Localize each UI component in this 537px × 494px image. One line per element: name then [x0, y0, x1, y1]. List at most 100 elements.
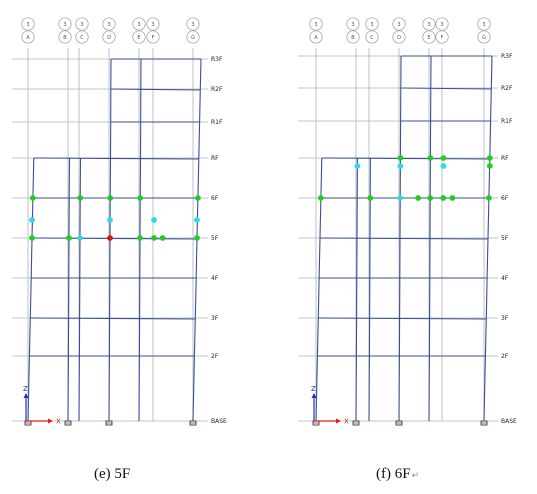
plastic-hinge-marker	[151, 217, 157, 223]
grid-bubble-bottom-label: D	[107, 35, 111, 41]
plastic-hinge-marker	[159, 235, 166, 241]
grid-bubble-top	[477, 17, 491, 31]
caption-text-e: (e) 5F	[94, 466, 131, 482]
frame-column	[398, 55, 402, 422]
grid-bubble-bottom	[435, 30, 449, 44]
grid-bubble-top-label: 3	[440, 22, 443, 28]
grid-bubble-top	[21, 17, 35, 31]
panel-f-frame-elevation: 3A3B3C3D3E3F3GR3FR2FR1FRF6F5F4F3F2FBASEX…	[298, 17, 517, 426]
grid-bubble-bottom-label: F	[441, 35, 444, 41]
story-label: 3F	[501, 315, 509, 322]
frame-beam	[321, 157, 490, 160]
plastic-hinge-marker	[415, 195, 422, 201]
grid-bubble-top-label: 3	[107, 22, 110, 28]
grid-bubble-bottom-label: G	[482, 35, 486, 41]
plastic-hinge-marker	[449, 195, 456, 201]
frame-column	[67, 157, 71, 422]
plastic-hinge-marker	[486, 155, 493, 161]
plastic-hinge-marker	[30, 195, 36, 201]
grid-bubble-top-label: 3	[370, 22, 373, 28]
frame-beam	[110, 88, 201, 91]
grid-bubble-bottom-label: A	[314, 35, 318, 41]
x-axis-arrowhead	[336, 418, 341, 424]
frame-beam	[32, 237, 198, 240]
z-axis-label: Z	[311, 385, 316, 393]
grid-bubble-top	[58, 17, 72, 31]
z-axis-arrowhead	[23, 393, 29, 398]
plastic-hinge-marker	[29, 217, 35, 223]
grid-bubble-bottom	[21, 30, 35, 44]
grid-bubble-top-label: 3	[351, 22, 354, 28]
plastic-hinge-marker	[397, 195, 404, 201]
grid-bubble-bottom	[422, 30, 436, 44]
grid-bubble-top	[132, 17, 146, 31]
plastic-hinge-marker	[427, 195, 434, 201]
grid-bubble-bottom	[477, 30, 491, 44]
plastic-hinge-marker	[107, 217, 113, 223]
plastic-hinge-marker	[107, 195, 114, 201]
grid-bubble-bottom	[309, 30, 323, 44]
grid-bubble-top-label: 3	[191, 22, 194, 28]
frame-beam	[400, 87, 492, 90]
grid-bubble-bottom	[132, 30, 146, 44]
grid-bubble-bottom	[365, 30, 379, 44]
grid-bubble-top-label: 3	[137, 22, 140, 28]
plastic-hinge-marker	[367, 195, 374, 201]
story-label: R1F	[211, 119, 223, 126]
plastic-hinge-marker	[427, 155, 434, 161]
plastic-hinge-marker	[77, 195, 84, 201]
grid-bubble-top-label: 3	[482, 22, 485, 28]
plastic-hinge-marker	[66, 235, 72, 241]
grid-bubble-bottom-label: B	[63, 35, 67, 41]
frame-column	[355, 157, 358, 422]
plastic-hinge-marker	[486, 163, 493, 169]
grid-bubble-bottom	[146, 30, 160, 44]
frame-column	[483, 55, 493, 422]
story-label: BASE	[211, 418, 227, 425]
grid-bubble-bottom-label: D	[397, 35, 401, 41]
grid-bubble-bottom-label: F	[152, 35, 155, 41]
plastic-hinge-marker	[137, 195, 144, 201]
story-label: 4F	[211, 275, 219, 282]
story-label: 6F	[211, 195, 219, 202]
grid-bubble-bottom-label: E	[427, 35, 430, 41]
caption-text-f: (f) 6F	[376, 466, 411, 482]
grid-bubble-bottom-label: C	[80, 35, 84, 41]
grid-bubble-top-label: 3	[80, 22, 83, 28]
plastic-hinge-marker	[107, 235, 113, 241]
grid-bubble-top-label: 3	[314, 22, 317, 28]
grid-bubble-bottom	[102, 30, 116, 44]
grid-bubble-top	[102, 17, 116, 31]
plastic-hinge-marker	[194, 235, 200, 241]
caption-panel-f: (f) 6F↵	[376, 466, 419, 483]
grid-bubble-top	[392, 17, 406, 31]
grid-bubble-top-label: 3	[397, 22, 400, 28]
grid-bubble-top	[309, 17, 323, 31]
frame-beam	[318, 317, 487, 320]
plastic-hinge-marker	[397, 155, 404, 161]
grid-bubble-bottom-label: G	[191, 35, 195, 41]
grid-bubble-bottom	[75, 30, 89, 44]
grid-bubble-bottom	[346, 30, 360, 44]
x-axis-label: X	[344, 418, 349, 426]
grid-bubble-top	[146, 17, 160, 31]
story-label: RF	[501, 155, 509, 162]
caption-return-mark: ↵	[411, 471, 420, 481]
story-label: R3F	[501, 53, 513, 60]
grid-bubble-bottom-label: A	[26, 35, 30, 41]
grid-bubble-bottom-label: C	[370, 35, 374, 41]
story-label: BASE	[501, 418, 517, 425]
z-axis-arrowhead	[311, 393, 317, 398]
story-label: 2F	[501, 353, 509, 360]
story-label: 6F	[501, 195, 509, 202]
plastic-hinge-marker	[440, 195, 447, 201]
grid-bubble-bottom	[186, 30, 200, 44]
frame-beam	[30, 317, 196, 320]
plastic-hinge-marker	[486, 195, 492, 201]
story-label: R3F	[211, 56, 223, 63]
grid-bubble-top	[75, 17, 89, 31]
story-label: 5F	[211, 235, 219, 242]
frame-column	[138, 58, 142, 422]
grid-bubble-top	[346, 17, 360, 31]
grid-bubble-bottom-label: B	[351, 35, 355, 41]
